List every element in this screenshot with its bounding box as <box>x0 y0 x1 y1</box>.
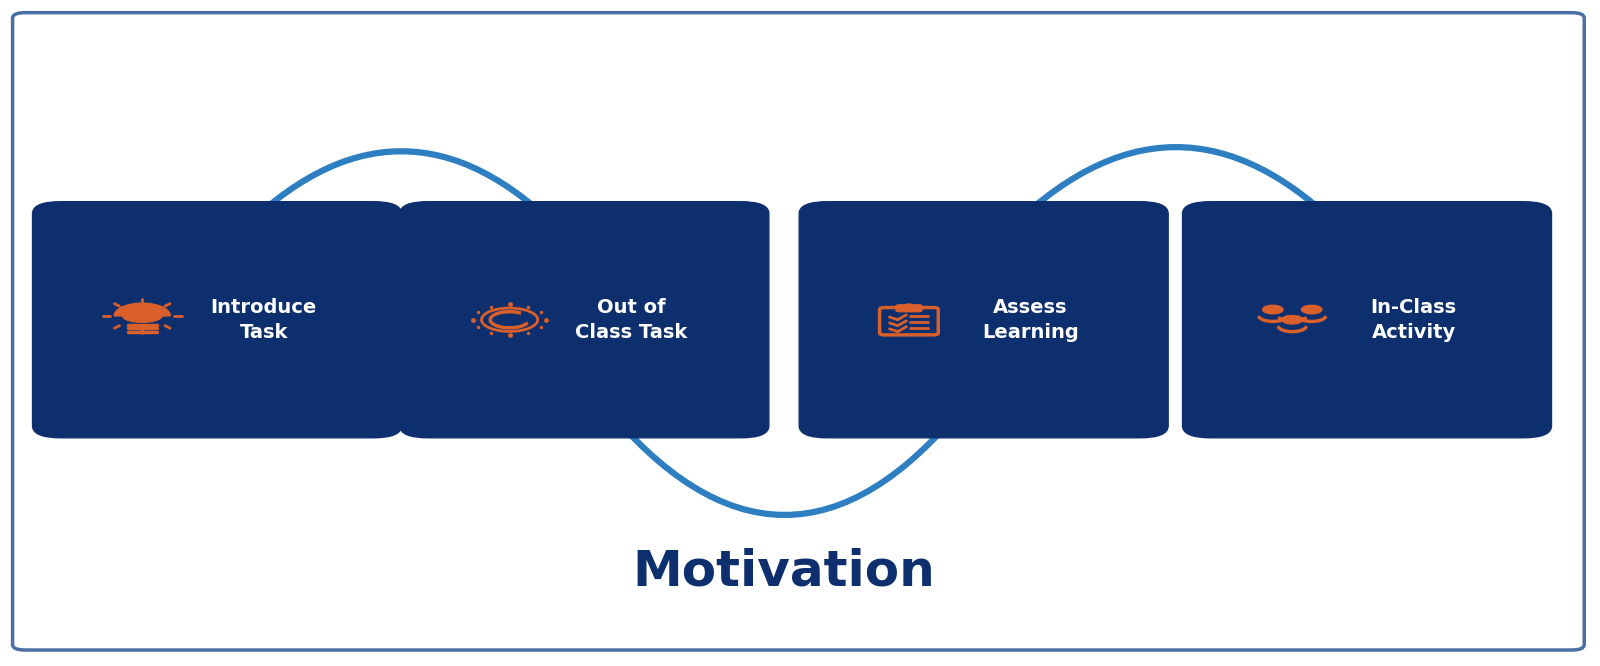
FancyBboxPatch shape <box>800 202 1168 438</box>
FancyBboxPatch shape <box>400 202 770 438</box>
Circle shape <box>904 304 914 308</box>
Text: In-Class
Activity: In-Class Activity <box>1371 298 1456 342</box>
Polygon shape <box>114 303 170 322</box>
FancyBboxPatch shape <box>32 202 402 438</box>
Circle shape <box>1301 305 1322 314</box>
Circle shape <box>1262 305 1283 314</box>
FancyBboxPatch shape <box>896 305 922 312</box>
Text: Out of
Class Task: Out of Class Task <box>574 298 688 342</box>
Text: Motivation: Motivation <box>632 547 936 596</box>
FancyBboxPatch shape <box>1182 202 1552 438</box>
Circle shape <box>1282 316 1302 324</box>
Text: Assess
Learning: Assess Learning <box>982 298 1078 342</box>
Text: Introduce
Task: Introduce Task <box>211 298 317 342</box>
